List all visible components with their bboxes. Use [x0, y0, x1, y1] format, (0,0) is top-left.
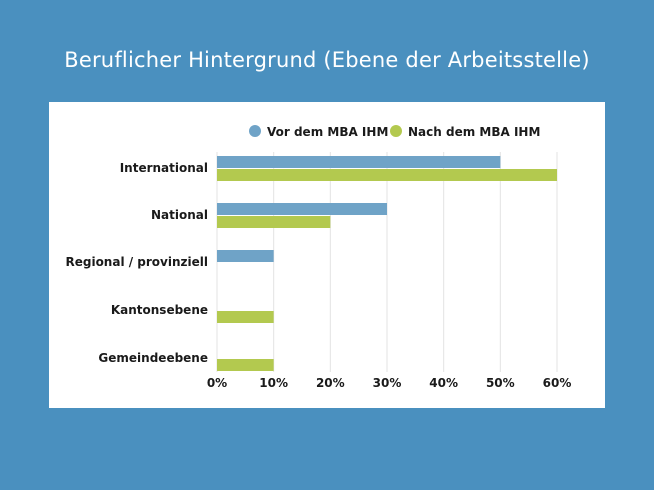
bar-nach — [217, 311, 274, 323]
bar-vor — [217, 250, 274, 262]
x-tick-label: 20% — [316, 376, 345, 390]
legend-marker — [249, 125, 261, 137]
bar-nach — [217, 216, 331, 228]
legend-label: Nach dem MBA IHM — [408, 125, 540, 139]
legend-label: Vor dem MBA IHM — [267, 125, 388, 139]
bar-vor — [217, 156, 501, 168]
chart-panel: 0% 10% 20% 30% 40% 50% 60% International Nationa… — [49, 102, 605, 408]
x-tick-label: 40% — [429, 376, 458, 390]
category-label: Regional / provinziell — [65, 255, 208, 269]
category-label: Kantonsebene — [111, 303, 208, 317]
legend-marker — [390, 125, 402, 137]
x-tick-label: 10% — [259, 376, 288, 390]
bar-nach — [217, 359, 274, 371]
category-label: International — [120, 161, 208, 175]
category-label: Gemeindeebene — [98, 351, 208, 365]
bar-chart: 0% 10% 20% 30% 40% 50% 60% International Nationa… — [65, 125, 572, 390]
category-label: National — [151, 208, 208, 222]
bar-vor — [217, 203, 387, 215]
x-tick-label: 60% — [543, 376, 572, 390]
bar-nach — [217, 169, 557, 181]
x-tick-label: 0% — [207, 376, 227, 390]
page-title: Beruflicher Hintergrund (Ebene der Arbei… — [64, 48, 590, 72]
x-tick-label: 50% — [486, 376, 515, 390]
x-tick-label: 30% — [373, 376, 402, 390]
